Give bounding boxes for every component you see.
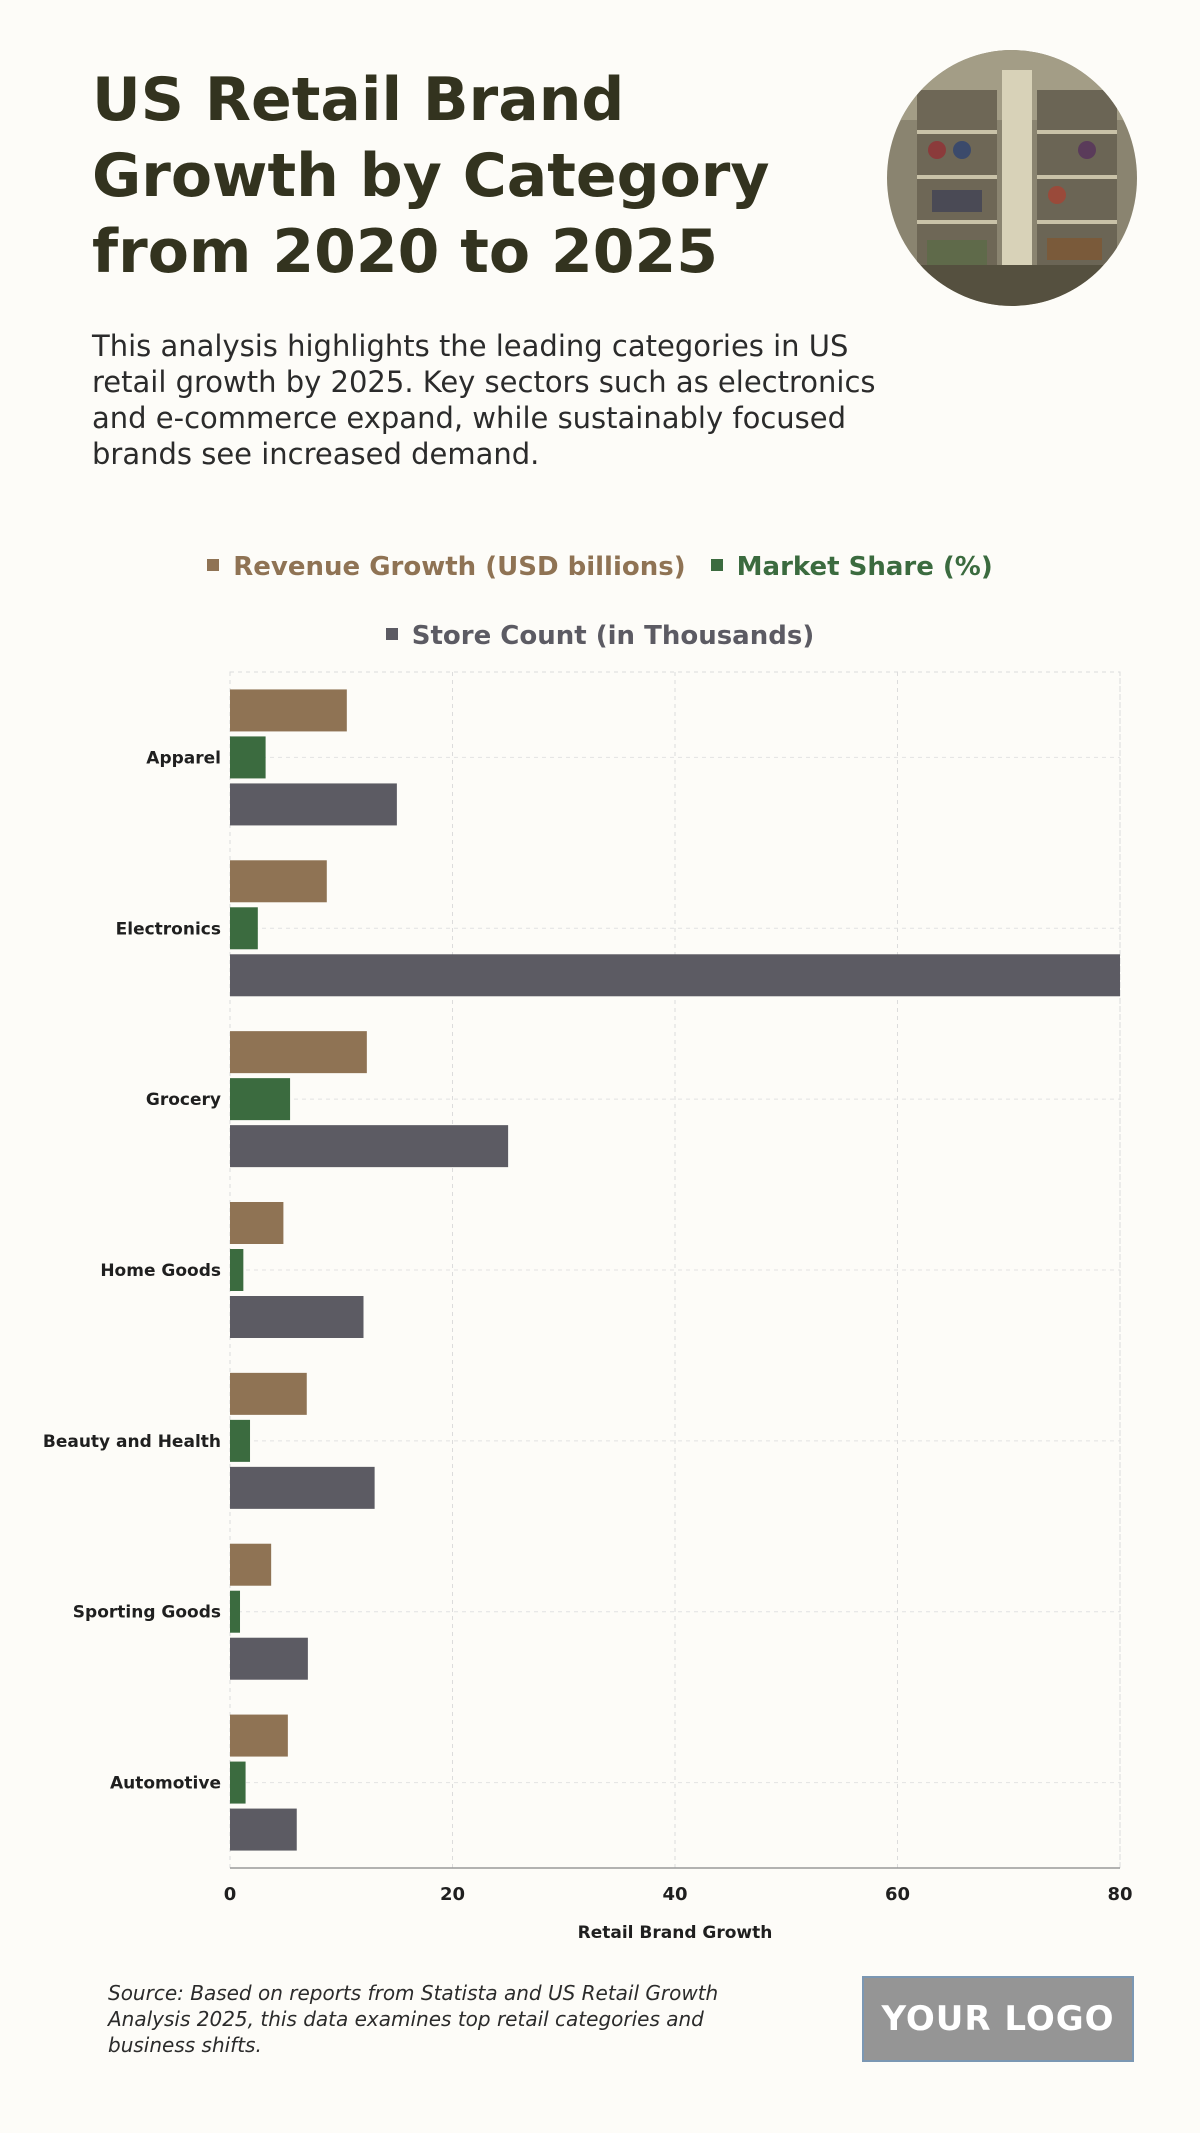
y-tick-label: Home Goods xyxy=(100,1261,221,1281)
legend-item-market-share: Market Share (%) xyxy=(710,552,993,582)
bar xyxy=(230,736,266,779)
legend-item-revenue: Revenue Growth (USD billions) xyxy=(207,552,686,582)
bar xyxy=(230,1296,364,1338)
y-tick-label: Automotive xyxy=(110,1774,221,1794)
x-tick-label: 20 xyxy=(440,1884,465,1905)
bar xyxy=(230,1466,375,1509)
legend-item-store-count: Store Count (in Thousands) xyxy=(385,621,815,651)
logo-placeholder: YOUR LOGO xyxy=(862,1976,1134,2062)
x-tick-label: 80 xyxy=(1107,1884,1132,1905)
page-title: US Retail Brand Growth by Category from … xyxy=(92,65,770,287)
x-tick-label: 0 xyxy=(224,1884,237,1905)
bar xyxy=(230,1249,244,1291)
bar xyxy=(230,689,347,732)
legend-label: Market Share (%) xyxy=(736,552,993,582)
bar xyxy=(230,1202,284,1244)
bar xyxy=(230,1590,241,1633)
bar xyxy=(230,1419,251,1462)
y-tick-label: Apparel xyxy=(146,748,221,768)
bar xyxy=(230,1543,272,1586)
bar-chart: Apparel Electronics Grocery Home Goods Beaut… xyxy=(43,671,1133,1943)
legend-swatch xyxy=(385,627,398,640)
bar xyxy=(230,1761,246,1804)
bar xyxy=(230,1637,308,1680)
bar xyxy=(230,907,258,950)
bar xyxy=(230,1372,307,1415)
x-tick-label: 60 xyxy=(885,1884,910,1905)
bar xyxy=(230,954,1120,997)
bar xyxy=(230,860,327,903)
y-tick-label: Sporting Goods xyxy=(73,1603,221,1623)
page-subtitle: This analysis highlights the leading cat… xyxy=(92,329,876,471)
bar xyxy=(230,1714,288,1757)
y-tick-label: Beauty and Health xyxy=(43,1432,221,1452)
bar xyxy=(230,1078,291,1121)
bar xyxy=(230,1808,297,1851)
legend-label: Revenue Growth (USD billions) xyxy=(233,552,686,582)
y-tick-label: Electronics xyxy=(116,919,221,939)
legend-swatch xyxy=(710,558,723,571)
legend-swatch xyxy=(207,558,220,571)
bar xyxy=(230,1125,509,1168)
legend-row-2: Store Count (in Thousands) xyxy=(0,621,1200,651)
x-tick-label: 40 xyxy=(662,1884,687,1905)
bar xyxy=(230,1031,367,1074)
bar xyxy=(230,783,397,826)
y-tick-label: Grocery xyxy=(146,1090,221,1110)
legend-row-1: Revenue Growth (USD billions) Market Sha… xyxy=(0,552,1200,582)
x-axis-label: Retail Brand Growth xyxy=(578,1923,773,1943)
source-note: Source: Based on reports from Statista a… xyxy=(108,1981,719,2057)
legend-label: Store Count (in Thousands) xyxy=(411,621,815,651)
